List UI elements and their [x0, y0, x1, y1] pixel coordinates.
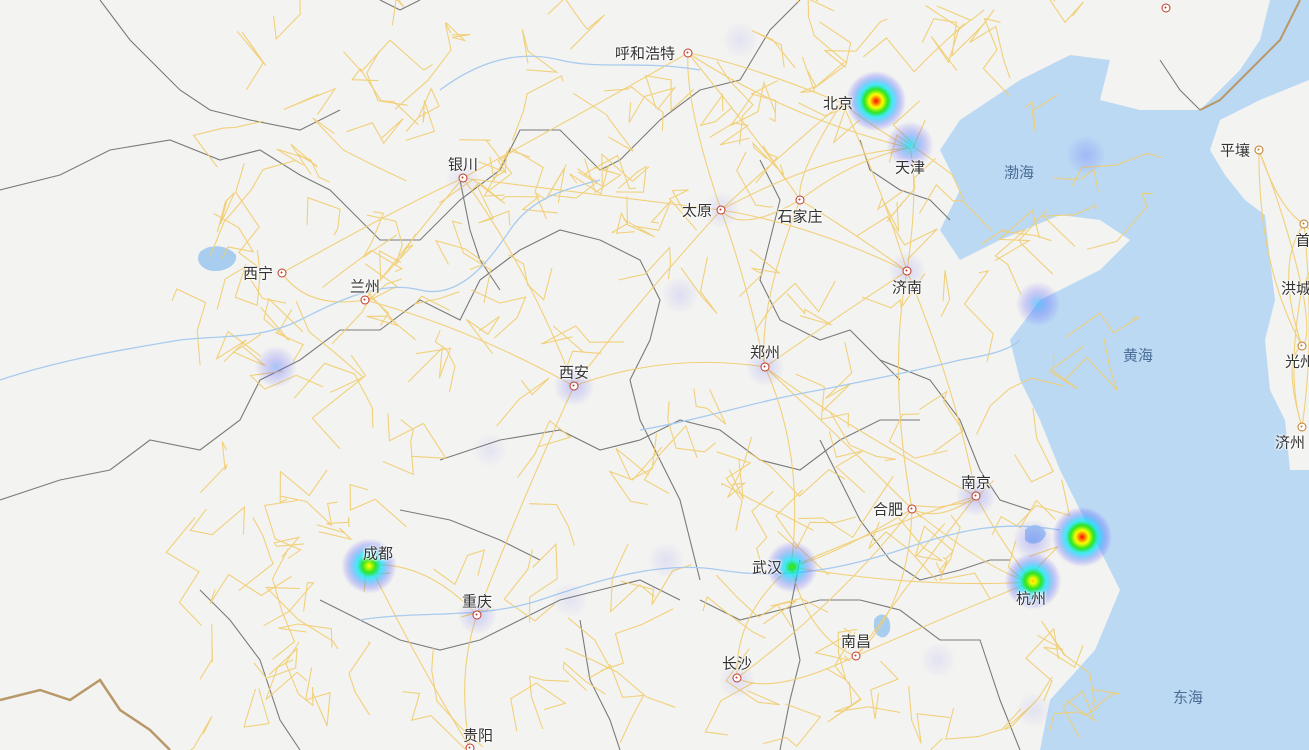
city-marker-icon[interactable] — [760, 362, 770, 372]
city-label[interactable]: 银川 — [447, 155, 479, 174]
city-label[interactable]: 西宁 — [242, 264, 274, 283]
city-marker-icon[interactable] — [1161, 3, 1171, 13]
sea-label: 东海 — [1172, 688, 1204, 707]
city-marker-icon[interactable] — [851, 651, 861, 661]
city-label[interactable]: 兰州 — [349, 277, 381, 296]
city-label[interactable]: 郑州 — [749, 343, 781, 362]
city-label[interactable]: 光州 — [1284, 352, 1309, 371]
city-label[interactable]: 西安 — [558, 363, 590, 382]
city-marker-icon[interactable] — [1297, 341, 1307, 351]
city-marker-icon[interactable] — [732, 673, 742, 683]
city-label[interactable]: 济州 — [1274, 433, 1306, 452]
city-marker-icon[interactable] — [1297, 422, 1307, 432]
city-label[interactable]: 南昌 — [840, 632, 872, 651]
city-marker-icon[interactable] — [1297, 283, 1307, 293]
city-marker-icon[interactable] — [971, 491, 981, 501]
city-marker-icon[interactable] — [716, 205, 726, 215]
city-label[interactable]: 济南 — [891, 278, 923, 297]
city-label[interactable]: 呼和浩特 — [614, 44, 676, 63]
city-label[interactable]: 太原 — [681, 201, 713, 220]
city-marker-icon[interactable] — [360, 295, 370, 305]
sea-label: 渤海 — [1003, 163, 1035, 182]
city-marker-icon[interactable] — [683, 48, 693, 58]
city-marker-icon[interactable] — [472, 610, 482, 620]
city-marker-icon[interactable] — [907, 504, 917, 514]
city-label[interactable]: 贵阳 — [462, 726, 494, 745]
city-label[interactable]: 石家庄 — [777, 207, 823, 226]
city-label[interactable]: 北京 — [822, 94, 854, 113]
city-label[interactable]: 天津 — [894, 158, 926, 177]
city-marker-icon[interactable] — [795, 195, 805, 205]
city-marker-icon[interactable] — [902, 266, 912, 276]
city-label[interactable]: 合肥 — [872, 500, 904, 519]
city-label[interactable]: 长沙 — [721, 654, 753, 673]
sea-label: 黄海 — [1122, 346, 1154, 365]
city-label[interactable]: 杭州 — [1015, 589, 1047, 608]
city-label[interactable]: 武汉 — [751, 558, 783, 577]
city-marker-icon[interactable] — [465, 743, 475, 750]
city-label[interactable]: 平壤 — [1219, 141, 1251, 160]
city-label[interactable]: 成都 — [362, 544, 394, 563]
city-marker-icon[interactable] — [458, 173, 468, 183]
city-marker-icon[interactable] — [277, 268, 287, 278]
city-marker-icon[interactable] — [1254, 145, 1264, 155]
city-marker-icon[interactable] — [569, 381, 579, 391]
city-label[interactable]: 南京 — [960, 473, 992, 492]
city-label[interactable]: 洪城 — [1280, 279, 1309, 298]
city-label[interactable]: 首 — [1295, 231, 1309, 250]
city-label[interactable]: 重庆 — [461, 592, 493, 611]
city-marker-icon[interactable] — [1299, 219, 1309, 229]
